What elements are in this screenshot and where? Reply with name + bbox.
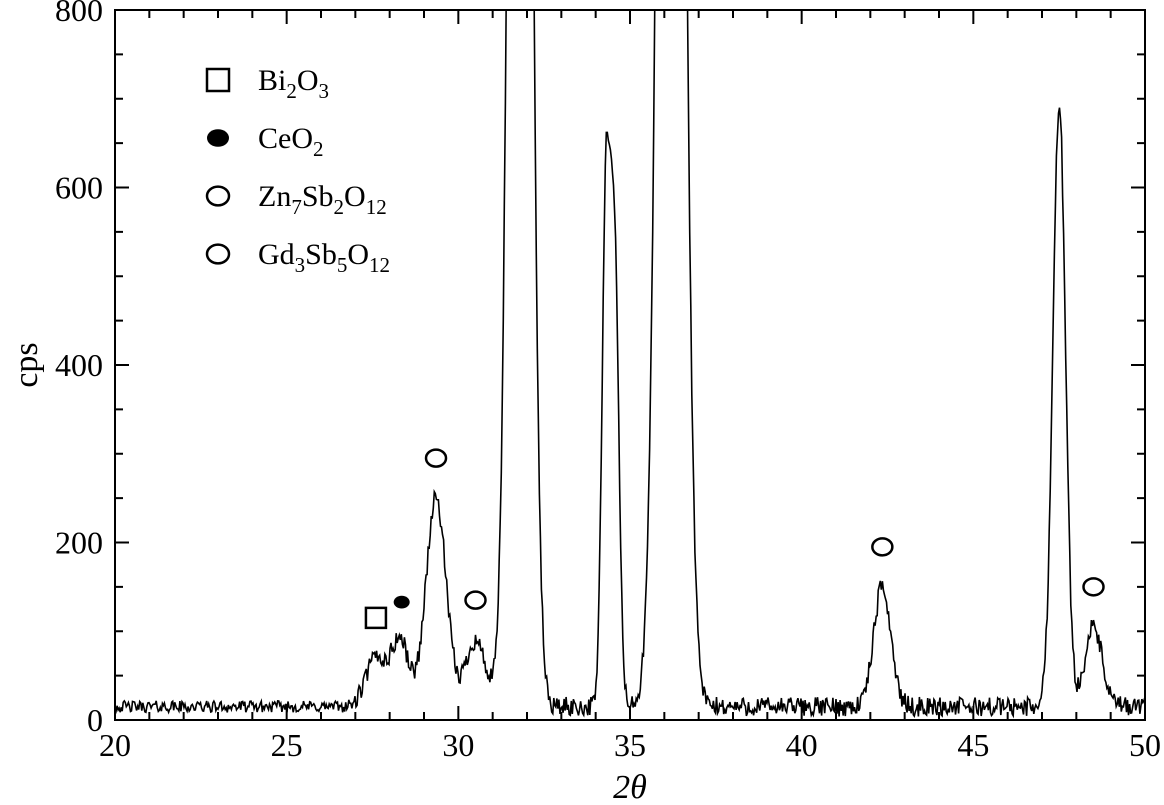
svg-text:0: 0 xyxy=(87,702,103,738)
svg-text:200: 200 xyxy=(55,525,103,561)
xrd-chart: 2025303540455002004006008002θcpsBi2O3CeO… xyxy=(0,0,1164,805)
svg-text:cps: cps xyxy=(8,342,45,387)
svg-text:45: 45 xyxy=(957,727,989,763)
peak-marker xyxy=(466,592,486,609)
svg-text:40: 40 xyxy=(786,727,818,763)
peak-marker xyxy=(872,538,892,555)
svg-text:25: 25 xyxy=(271,727,303,763)
svg-text:35: 35 xyxy=(614,727,646,763)
svg-text:20: 20 xyxy=(99,727,131,763)
peak-marker xyxy=(394,596,410,609)
svg-text:600: 600 xyxy=(55,170,103,206)
svg-text:800: 800 xyxy=(55,0,103,28)
svg-text:2θ: 2θ xyxy=(613,769,647,805)
peak-marker xyxy=(426,450,446,467)
svg-text:30: 30 xyxy=(442,727,474,763)
svg-text:400: 400 xyxy=(55,347,103,383)
peak-marker xyxy=(1084,578,1104,595)
svg-text:50: 50 xyxy=(1129,727,1161,763)
peak-marker xyxy=(366,608,386,628)
